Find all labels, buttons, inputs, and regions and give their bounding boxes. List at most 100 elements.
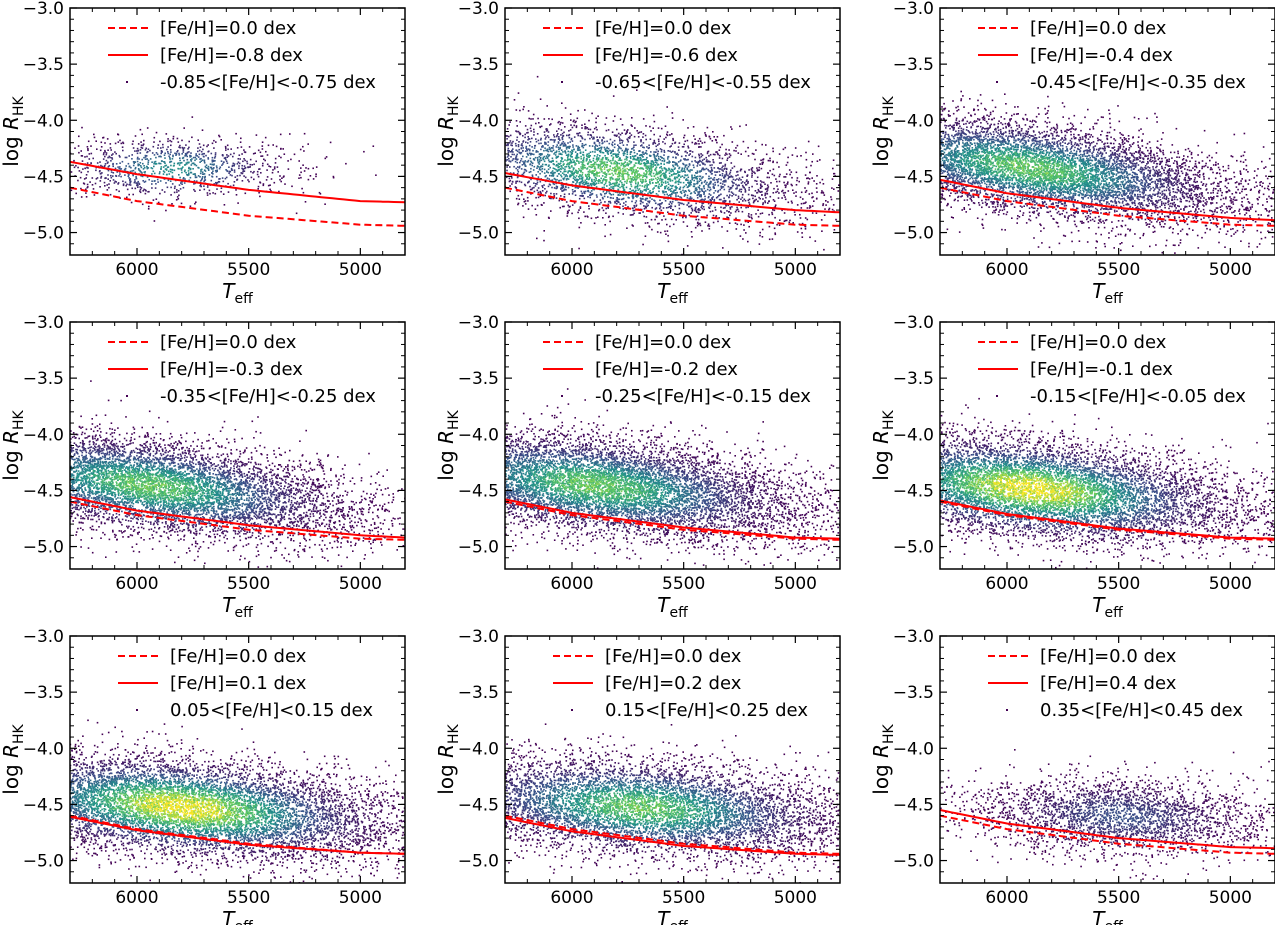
y-tick-label: −3.5 — [893, 683, 934, 703]
density-scatter — [505, 75, 840, 255]
y-tick-label: −4.5 — [23, 795, 64, 815]
legend-sample-label: -0.45<[Fe/H]<-0.35 dex — [1030, 72, 1246, 93]
y-tick-label: −4.5 — [23, 481, 64, 501]
panel-3: −3.0 −3.5 −4.0 −4.5 −5.0 6000 5500 5000 Teff log … — [869, 0, 1275, 307]
y-axis-label: log RHK — [869, 723, 897, 794]
x-tick-label: 6000 — [550, 574, 593, 594]
y-tick-label: −4.0 — [458, 739, 499, 759]
x-axis-label: Teff — [222, 907, 253, 925]
model-curve — [70, 160, 405, 204]
y-axis-label: log RHK — [0, 409, 27, 480]
x-tick-label: 5000 — [339, 260, 382, 280]
x-tick-label: 6000 — [985, 888, 1028, 908]
solar-curve — [505, 814, 840, 855]
y-tick-label: −3.5 — [23, 683, 64, 703]
y-tick-label: −4.5 — [893, 481, 934, 501]
x-axis-label: Teff — [1092, 593, 1123, 621]
y-tick-label: −5.0 — [458, 538, 499, 558]
y-tick-label: −3.5 — [893, 55, 934, 75]
x-tick-label: 6000 — [550, 888, 593, 908]
y-axis-label: log RHK — [434, 409, 462, 480]
density-scatter — [70, 719, 405, 883]
x-axis-label: Teff — [222, 593, 253, 621]
x-tick-label: 5500 — [1097, 260, 1140, 280]
y-tick-label: −3.5 — [893, 369, 934, 389]
model-curve — [505, 498, 840, 540]
x-tick-label: 6000 — [115, 574, 158, 594]
y-tick-label: −5.0 — [23, 538, 64, 558]
x-axis-label: Teff — [1092, 907, 1123, 925]
x-tick-label: 5500 — [1097, 888, 1140, 908]
panel-1: −3.0 −3.5 −4.0 −4.5 −5.0 6000 5500 5000 Teff log … — [0, 0, 406, 307]
y-tick-label: −5.0 — [23, 224, 64, 244]
legend-model-label: [Fe/H]=0.1 dex — [170, 673, 307, 694]
y-tick-label: −4.5 — [458, 795, 499, 815]
model-curve — [70, 496, 405, 539]
legend-sample-swatch — [561, 81, 563, 83]
x-tick-label: 5000 — [1209, 260, 1252, 280]
legend-sample-label: 0.15<[Fe/H]<0.25 dex — [605, 700, 808, 721]
x-tick-label: 6000 — [550, 260, 593, 280]
legend-solar-label: [Fe/H]=0.0 dex — [595, 332, 732, 353]
y-tick-label: −3.0 — [458, 0, 499, 19]
density-scatter — [70, 380, 405, 568]
legend-model-label: [Fe/H]=0.2 dex — [605, 673, 742, 694]
y-tick-label: −5.0 — [893, 538, 934, 558]
x-tick-label: 6000 — [115, 888, 158, 908]
legend-sample-label: -0.35<[Fe/H]<-0.25 dex — [160, 386, 376, 407]
x-tick-label: 6000 — [985, 574, 1028, 594]
model-curve — [940, 178, 1275, 222]
y-tick-label: −4.0 — [893, 111, 934, 131]
legend-sample-swatch — [126, 81, 128, 83]
panel-8: −3.0 −3.5 −4.0 −4.5 −5.0 6000 5500 5000 Teff log … — [434, 627, 841, 925]
panel-6: −3.0 −3.5 −4.0 −4.5 −5.0 6000 5500 5000 Teff log … — [869, 313, 1275, 621]
y-tick-label: −3.0 — [458, 627, 499, 647]
legend-solar-label: [Fe/H]=0.0 dex — [160, 332, 297, 353]
y-axis-label: log RHK — [869, 95, 897, 166]
legend-sample-label: -0.25<[Fe/H]<-0.15 dex — [595, 386, 811, 407]
legend-sample-swatch — [126, 395, 128, 397]
x-axis-label: Teff — [657, 279, 688, 307]
y-tick-label: −4.0 — [23, 425, 64, 445]
x-tick-label: 5000 — [774, 888, 817, 908]
y-tick-label: −4.5 — [893, 795, 934, 815]
x-tick-label: 5500 — [662, 260, 705, 280]
x-axis-label: Teff — [657, 907, 688, 925]
model-curve — [940, 809, 1275, 850]
legend-model-label: [Fe/H]=-0.6 dex — [595, 45, 738, 66]
density-scatter — [505, 388, 840, 569]
y-tick-label: −3.0 — [893, 627, 934, 647]
y-tick-label: −3.0 — [893, 0, 934, 19]
legend-model-label: [Fe/H]=-0.1 dex — [1030, 359, 1173, 380]
x-tick-label: 5500 — [662, 888, 705, 908]
legend-model-label: [Fe/H]=-0.2 dex — [595, 359, 738, 380]
solar-curve — [505, 500, 840, 541]
y-tick-label: −4.0 — [893, 739, 934, 759]
legend-sample-swatch — [571, 709, 573, 711]
model-curve — [505, 816, 840, 856]
x-tick-label: 5000 — [339, 574, 382, 594]
legend-model-label: [Fe/H]=-0.4 dex — [1030, 45, 1173, 66]
y-tick-label: −4.0 — [23, 739, 64, 759]
legend-sample-swatch — [561, 395, 563, 397]
y-tick-label: −4.5 — [893, 167, 934, 187]
legend-solar-label: [Fe/H]=0.0 dex — [605, 646, 742, 667]
x-tick-label: 5500 — [227, 574, 270, 594]
y-axis-label: log RHK — [434, 723, 462, 794]
legend-sample-swatch — [996, 395, 998, 397]
x-tick-label: 5500 — [227, 888, 270, 908]
legend-model-label: [Fe/H]=-0.8 dex — [160, 45, 303, 66]
density-scatter — [940, 90, 1275, 254]
legend-sample-label: 0.05<[Fe/H]<0.15 dex — [170, 700, 373, 721]
model-curve — [70, 815, 405, 855]
legend-solar-label: [Fe/H]=0.0 dex — [1040, 646, 1177, 667]
y-tick-label: −3.0 — [23, 627, 64, 647]
legend-sample-swatch — [996, 81, 998, 83]
legend-sample-swatch — [136, 709, 138, 711]
y-tick-label: −5.0 — [458, 852, 499, 872]
legend-sample-label: -0.85<[Fe/H]<-0.75 dex — [160, 72, 376, 93]
x-tick-label: 5000 — [339, 888, 382, 908]
y-tick-label: −3.5 — [23, 369, 64, 389]
y-axis-label: log RHK — [869, 409, 897, 480]
